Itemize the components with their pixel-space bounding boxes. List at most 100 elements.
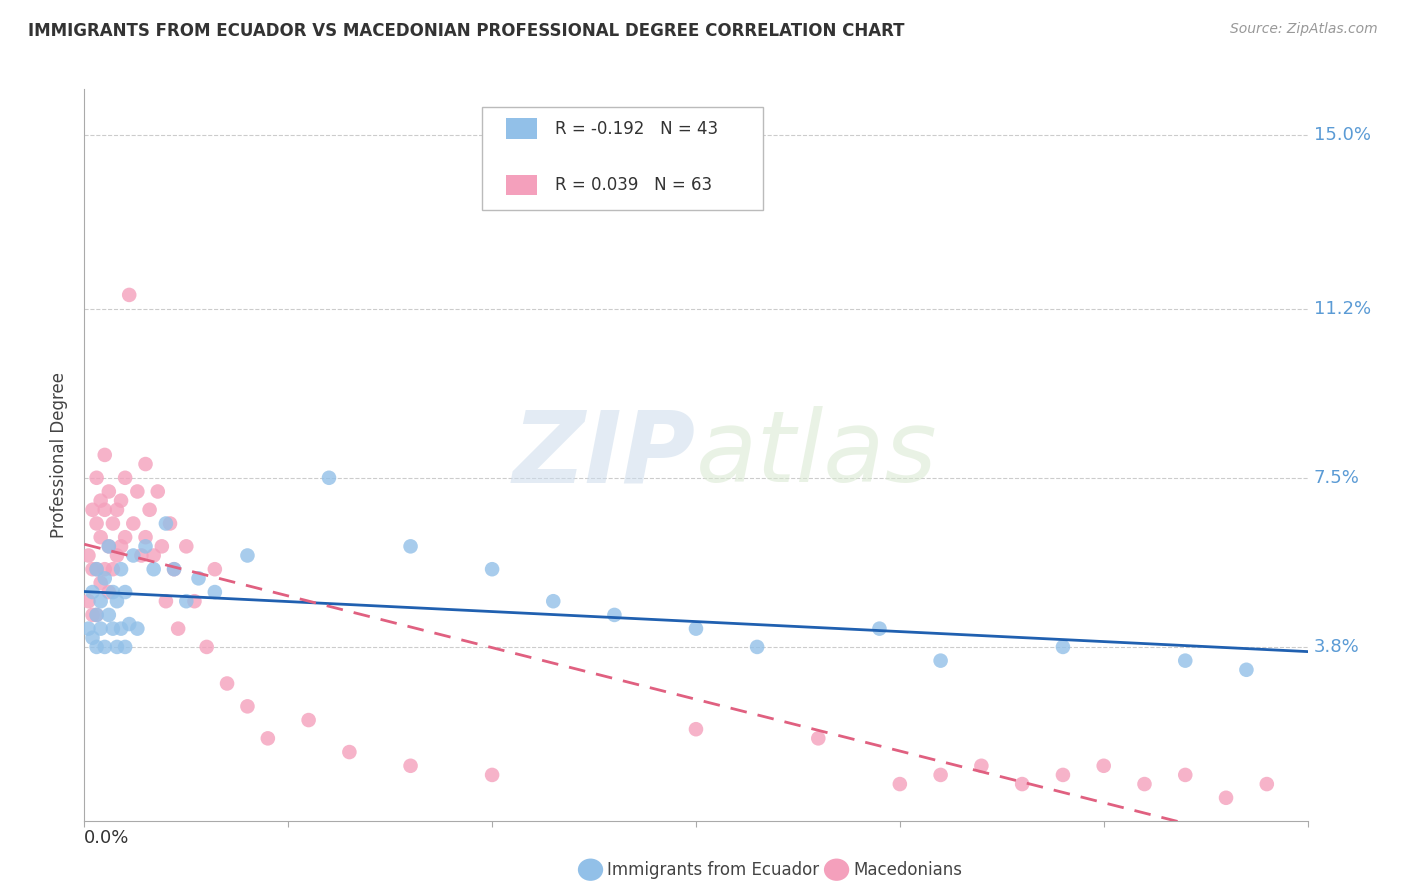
Point xyxy=(110,493,132,508)
Point xyxy=(217,676,239,690)
Point xyxy=(122,549,145,563)
Bar xyxy=(506,119,537,139)
Point xyxy=(685,723,707,737)
Point xyxy=(150,539,173,553)
Point xyxy=(127,622,149,636)
Point xyxy=(101,562,124,576)
Point xyxy=(118,617,141,632)
Point xyxy=(86,607,108,622)
Point xyxy=(142,549,165,563)
Point xyxy=(1011,777,1033,791)
Point xyxy=(298,713,321,727)
Point xyxy=(167,622,190,636)
Point xyxy=(110,622,132,636)
Point xyxy=(82,585,104,599)
Point xyxy=(1133,777,1156,791)
Point xyxy=(105,594,128,608)
Point xyxy=(1234,663,1257,677)
Point xyxy=(90,594,112,608)
Point xyxy=(929,654,952,668)
Point xyxy=(90,576,112,591)
Point xyxy=(747,640,769,654)
Point xyxy=(97,484,120,499)
Point xyxy=(135,530,157,544)
Point xyxy=(82,631,104,645)
Point xyxy=(135,457,157,471)
Y-axis label: Professional Degree: Professional Degree xyxy=(51,372,69,538)
Point xyxy=(159,516,181,531)
Point xyxy=(105,549,128,563)
Point xyxy=(97,607,120,622)
Point xyxy=(204,585,226,599)
Text: 0.0%: 0.0% xyxy=(84,830,129,847)
FancyBboxPatch shape xyxy=(482,108,763,210)
Point xyxy=(82,562,104,576)
Point xyxy=(889,777,911,791)
Point xyxy=(155,594,177,608)
Bar xyxy=(506,175,537,195)
Point xyxy=(90,530,112,544)
Point xyxy=(869,622,891,636)
Point xyxy=(90,622,112,636)
Point xyxy=(93,562,115,576)
Point xyxy=(114,640,136,654)
Point xyxy=(86,607,108,622)
Point xyxy=(101,516,124,531)
Point xyxy=(1215,790,1237,805)
Point xyxy=(101,585,124,599)
Point xyxy=(603,607,626,622)
Point xyxy=(1256,777,1278,791)
Point xyxy=(105,640,128,654)
Point xyxy=(77,594,100,608)
Point xyxy=(1174,768,1197,782)
Text: 11.2%: 11.2% xyxy=(1313,300,1371,318)
Point xyxy=(399,758,422,772)
Point xyxy=(236,549,259,563)
Point xyxy=(1092,758,1115,772)
Point xyxy=(257,731,280,746)
Point xyxy=(77,549,100,563)
Text: R = -0.192   N = 43: R = -0.192 N = 43 xyxy=(555,120,718,137)
Point xyxy=(131,549,153,563)
Point xyxy=(183,594,205,608)
Point xyxy=(685,622,707,636)
Point xyxy=(97,585,120,599)
Point xyxy=(118,288,141,302)
Point xyxy=(114,530,136,544)
Point xyxy=(122,516,145,531)
Point xyxy=(82,502,104,516)
Text: Macedonians: Macedonians xyxy=(853,861,963,879)
Point xyxy=(146,484,169,499)
Point xyxy=(543,594,565,608)
Point xyxy=(399,539,422,553)
Point xyxy=(114,585,136,599)
Point xyxy=(90,493,112,508)
Point xyxy=(86,562,108,576)
Point xyxy=(110,539,132,553)
Point xyxy=(105,502,128,516)
Point xyxy=(135,539,157,553)
Point xyxy=(1052,640,1074,654)
Point xyxy=(481,562,503,576)
Text: IMMIGRANTS FROM ECUADOR VS MACEDONIAN PROFESSIONAL DEGREE CORRELATION CHART: IMMIGRANTS FROM ECUADOR VS MACEDONIAN PR… xyxy=(28,22,904,40)
Point xyxy=(77,622,100,636)
Text: Immigrants from Ecuador: Immigrants from Ecuador xyxy=(607,861,820,879)
Point xyxy=(481,768,503,782)
Point xyxy=(929,768,952,782)
Point xyxy=(970,758,993,772)
Text: Source: ZipAtlas.com: Source: ZipAtlas.com xyxy=(1230,22,1378,37)
Point xyxy=(110,562,132,576)
Text: atlas: atlas xyxy=(696,407,938,503)
Point xyxy=(1052,768,1074,782)
Point xyxy=(1174,654,1197,668)
Point xyxy=(339,745,360,759)
Text: 7.5%: 7.5% xyxy=(1313,469,1360,487)
Point xyxy=(86,471,108,485)
Point xyxy=(174,594,197,608)
Point xyxy=(97,539,120,553)
Point xyxy=(127,484,149,499)
Point xyxy=(86,516,108,531)
Point xyxy=(187,571,209,585)
Point xyxy=(101,622,124,636)
Point xyxy=(93,640,115,654)
